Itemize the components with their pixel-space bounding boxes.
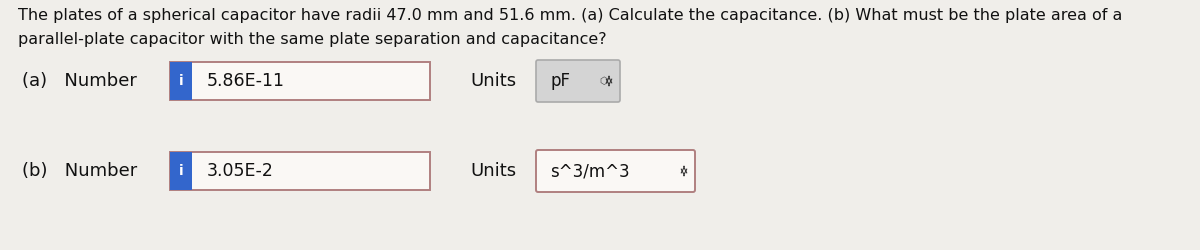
Text: parallel-plate capacitor with the same plate separation and capacitance?: parallel-plate capacitor with the same p…: [18, 32, 607, 47]
FancyBboxPatch shape: [170, 152, 430, 190]
Text: Units: Units: [470, 162, 516, 180]
Text: i: i: [179, 164, 184, 178]
Text: 5.86E-11: 5.86E-11: [206, 72, 286, 90]
Text: The plates of a spherical capacitor have radii 47.0 mm and 51.6 mm. (a) Calculat: The plates of a spherical capacitor have…: [18, 8, 1122, 23]
FancyBboxPatch shape: [536, 60, 620, 102]
FancyBboxPatch shape: [536, 150, 695, 192]
FancyBboxPatch shape: [170, 62, 430, 100]
Text: (b)   Number: (b) Number: [22, 162, 137, 180]
Text: i: i: [179, 74, 184, 88]
Text: ⬡: ⬡: [600, 76, 608, 86]
FancyBboxPatch shape: [170, 152, 192, 190]
FancyBboxPatch shape: [170, 62, 192, 100]
Text: s^3/m^3: s^3/m^3: [550, 162, 630, 180]
Text: 3.05E-2: 3.05E-2: [206, 162, 274, 180]
Text: pF: pF: [550, 72, 570, 90]
Text: (a)   Number: (a) Number: [22, 72, 137, 90]
Text: Units: Units: [470, 72, 516, 90]
